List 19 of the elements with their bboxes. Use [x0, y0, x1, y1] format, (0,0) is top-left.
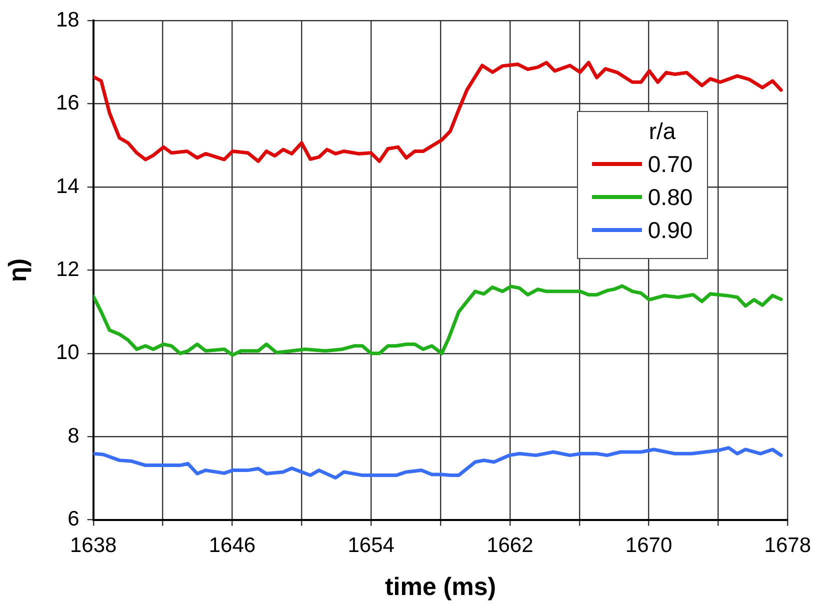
x-tick-label: 1654	[348, 534, 395, 558]
y-tick-label: 16	[56, 92, 80, 115]
x-tick-label: 1678	[764, 534, 811, 558]
y-tick-label: 12	[56, 258, 80, 281]
y-tick-label: 6	[68, 508, 80, 531]
x-axis-title: time (ms)	[384, 572, 496, 601]
y-axis-title: η)	[4, 258, 32, 282]
y-tick-label: 18	[56, 8, 80, 32]
x-tick-label: 1670	[625, 534, 672, 558]
y-tick-label: 14	[56, 174, 80, 198]
legend-label: 0.80	[648, 184, 693, 211]
y-tick-label: 8	[68, 424, 80, 448]
x-tick-label: 1638	[70, 534, 117, 558]
y-tick-label: 10	[56, 341, 80, 364]
legend-label: 0.70	[648, 150, 693, 178]
x-tick-label: 1662	[486, 534, 534, 558]
legend-label: 0.90	[648, 216, 693, 244]
legend-title: r/a	[648, 118, 677, 145]
x-tick-label: 1646	[208, 534, 256, 558]
